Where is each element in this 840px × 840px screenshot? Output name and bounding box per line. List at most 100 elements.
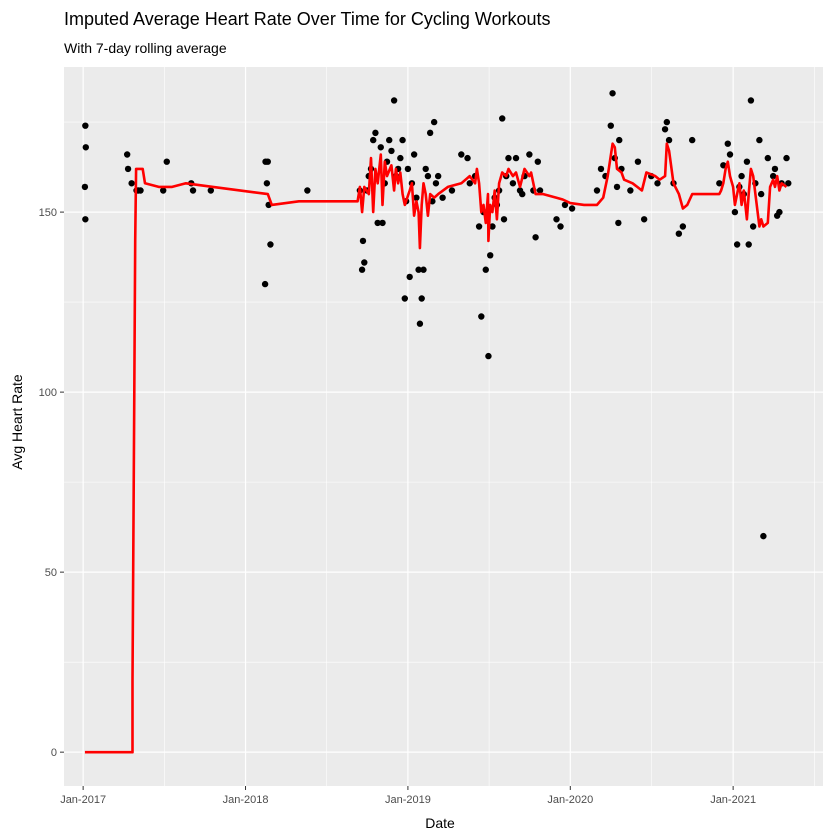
x-tick-label: Jan-2020 — [547, 794, 593, 806]
x-tick-label: Jan-2019 — [385, 794, 431, 806]
data-point — [613, 183, 621, 191]
data-point — [359, 237, 367, 245]
data-point — [785, 180, 792, 187]
data-point — [81, 183, 89, 191]
data-point — [261, 280, 269, 288]
data-point — [661, 126, 669, 133]
data-point — [267, 241, 274, 248]
data-point — [415, 266, 422, 273]
data-point — [482, 266, 489, 273]
data-point — [128, 180, 135, 187]
data-point — [553, 216, 560, 223]
x-axis-title: Date — [425, 815, 455, 831]
data-point — [609, 90, 616, 97]
data-point — [358, 266, 366, 273]
data-point — [413, 194, 420, 201]
y-tick-label: 0 — [51, 747, 57, 759]
data-point — [615, 219, 622, 227]
data-point — [361, 259, 368, 266]
data-point — [688, 136, 696, 144]
data-point — [420, 266, 427, 273]
data-point — [264, 158, 271, 165]
data-point — [418, 295, 425, 302]
data-point — [304, 187, 311, 194]
data-point — [399, 136, 406, 144]
plot-layer: Jan-2017 Jan-2018 Jan-2019 Jan-2020 Jan-2021… — [39, 67, 823, 806]
plot-panel — [64, 67, 823, 786]
data-point — [499, 115, 506, 122]
data-point — [397, 154, 404, 162]
data-point — [124, 165, 132, 173]
data-point — [731, 208, 739, 216]
y-tick-label: 150 — [39, 207, 57, 219]
data-point — [464, 154, 471, 162]
data-point — [593, 187, 601, 194]
data-point — [536, 187, 544, 194]
data-point — [745, 241, 752, 248]
data-point — [726, 151, 734, 158]
data-point — [716, 180, 723, 187]
data-point — [466, 180, 473, 187]
data-point — [764, 154, 772, 162]
data-point — [568, 205, 576, 212]
data-point — [665, 136, 673, 144]
data-point — [771, 165, 779, 173]
data-point — [426, 129, 434, 137]
data-point — [654, 180, 661, 187]
data-point — [756, 136, 763, 144]
data-point — [769, 172, 777, 180]
data-point — [760, 532, 767, 540]
data-point — [509, 180, 517, 187]
chart-subtitle: With 7-day rolling average — [64, 40, 227, 56]
data-point — [679, 223, 687, 230]
data-point — [783, 154, 790, 162]
data-point — [640, 216, 648, 223]
data-point — [434, 172, 442, 180]
data-point — [439, 194, 446, 201]
data-point — [386, 136, 393, 144]
data-point — [424, 172, 432, 180]
data-point — [532, 234, 539, 241]
data-point — [776, 208, 783, 216]
rolling-average-line — [84, 142, 788, 754]
data-point — [757, 190, 765, 198]
data-point — [416, 320, 424, 327]
data-point — [724, 140, 731, 147]
x-tick-label: Jan-2021 — [710, 794, 756, 806]
data-point — [557, 223, 564, 230]
data-point — [160, 187, 167, 194]
data-point — [82, 144, 90, 151]
data-point — [487, 252, 494, 259]
data-point — [478, 313, 485, 320]
chart-title: Imputed Average Heart Rate Over Time for… — [64, 9, 551, 29]
y-tick-label: 50 — [45, 567, 57, 579]
data-point — [526, 151, 533, 158]
data-point — [747, 97, 755, 104]
data-point — [207, 187, 215, 194]
data-point — [263, 180, 271, 187]
data-point — [485, 352, 492, 360]
data-point — [675, 230, 683, 237]
data-point — [627, 187, 634, 194]
data-point — [458, 151, 465, 158]
data-point — [430, 118, 438, 126]
data-point — [743, 158, 751, 165]
data-point — [500, 216, 508, 223]
data-point — [634, 158, 642, 165]
data-point — [475, 223, 483, 230]
x-tick-label: Jan-2018 — [223, 794, 269, 806]
data-point — [137, 187, 144, 194]
data-point — [663, 118, 671, 126]
data-point — [82, 216, 89, 223]
data-point — [390, 97, 398, 104]
data-point — [422, 165, 429, 173]
y-tick-label: 100 — [39, 387, 57, 399]
y-axis-title: Avg Heart Rate — [9, 374, 25, 470]
data-point — [410, 151, 418, 158]
data-point — [163, 158, 170, 165]
data-point — [519, 190, 526, 198]
data-point — [733, 241, 741, 248]
data-point — [189, 187, 197, 194]
data-point — [448, 187, 456, 194]
